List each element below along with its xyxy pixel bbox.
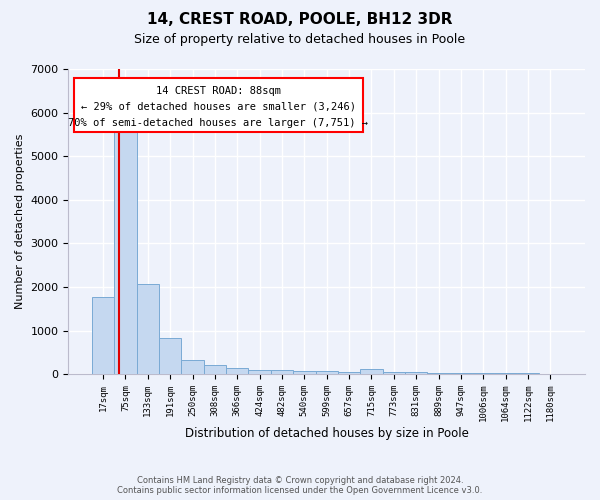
Bar <box>181 360 204 374</box>
Bar <box>248 370 271 374</box>
Bar <box>338 372 360 374</box>
Text: ← 29% of detached houses are smaller (3,246): ← 29% of detached houses are smaller (3,… <box>81 102 356 112</box>
Bar <box>92 296 114 374</box>
FancyBboxPatch shape <box>74 78 363 132</box>
Bar <box>114 120 137 374</box>
Bar <box>360 369 383 374</box>
Bar <box>271 370 293 374</box>
Bar <box>472 373 494 374</box>
Text: Contains HM Land Registry data © Crown copyright and database right 2024.
Contai: Contains HM Land Registry data © Crown c… <box>118 476 482 495</box>
Bar <box>405 372 427 374</box>
Bar <box>137 284 159 374</box>
Bar <box>159 338 181 374</box>
X-axis label: Distribution of detached houses by size in Poole: Distribution of detached houses by size … <box>185 427 469 440</box>
Bar <box>316 372 338 374</box>
Text: 14, CREST ROAD, POOLE, BH12 3DR: 14, CREST ROAD, POOLE, BH12 3DR <box>147 12 453 28</box>
Text: Size of property relative to detached houses in Poole: Size of property relative to detached ho… <box>134 32 466 46</box>
Text: 14 CREST ROAD: 88sqm: 14 CREST ROAD: 88sqm <box>156 86 281 96</box>
Y-axis label: Number of detached properties: Number of detached properties <box>15 134 25 309</box>
Bar <box>293 372 316 374</box>
Text: 70% of semi-detached houses are larger (7,751) →: 70% of semi-detached houses are larger (… <box>68 118 368 128</box>
Bar <box>450 373 472 374</box>
Bar <box>494 373 517 374</box>
Bar <box>226 368 248 374</box>
Bar <box>383 372 405 374</box>
Bar <box>427 372 450 374</box>
Bar <box>204 366 226 374</box>
